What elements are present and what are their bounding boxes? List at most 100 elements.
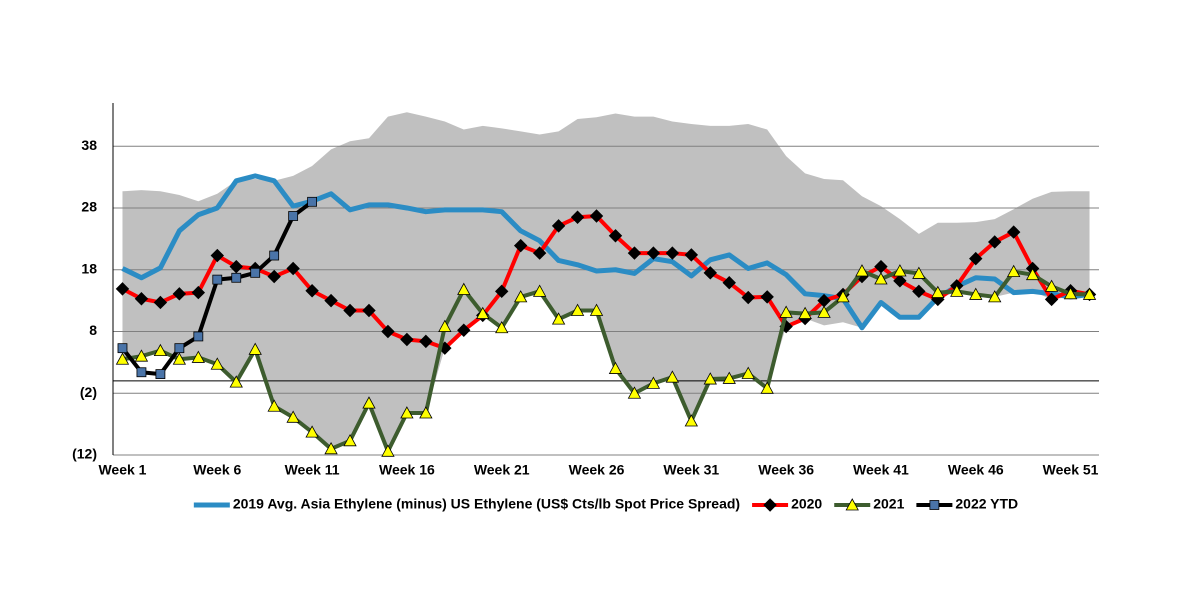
point [286, 261, 300, 276]
point [760, 290, 774, 304]
point [343, 303, 357, 318]
point [134, 292, 149, 306]
point [1082, 287, 1097, 300]
point [608, 361, 623, 374]
point [741, 366, 755, 379]
point [608, 229, 623, 243]
point [381, 444, 395, 457]
legend: 2019 Avg. Asia Ethylene (minus) US Ethyl… [193, 496, 1018, 512]
series-line [121, 214, 1090, 351]
point [779, 305, 793, 318]
x-tick-label: Week 31 [663, 462, 719, 478]
point [893, 274, 907, 288]
point [457, 323, 471, 337]
point [324, 293, 338, 308]
point [929, 500, 940, 510]
point [513, 290, 528, 303]
point [665, 370, 680, 383]
point [760, 381, 774, 394]
point [703, 266, 717, 280]
point [267, 399, 281, 412]
point [817, 305, 831, 318]
point [589, 303, 604, 316]
point [646, 376, 661, 389]
point [988, 290, 1002, 303]
point [381, 324, 395, 339]
point [988, 235, 1002, 249]
point [570, 210, 585, 224]
point [305, 425, 319, 438]
point [684, 248, 699, 262]
point [763, 498, 777, 512]
point [1044, 279, 1059, 292]
point [231, 272, 242, 283]
point [250, 267, 261, 278]
point [741, 290, 755, 305]
point [153, 295, 168, 310]
point [134, 349, 149, 362]
point [893, 264, 907, 277]
point [836, 290, 850, 303]
x-tick-label: Week 1 [98, 462, 146, 478]
point [324, 441, 338, 455]
legend-label: 2020 [791, 496, 822, 512]
range-area [122, 112, 1090, 452]
point [210, 357, 224, 370]
point [665, 246, 680, 260]
point [1044, 292, 1059, 307]
x-tick-label: Week 11 [285, 462, 340, 478]
point [513, 238, 528, 253]
point [722, 371, 736, 384]
point [532, 284, 547, 297]
point [117, 343, 128, 354]
y-tick-label: 38 [81, 137, 97, 153]
point [286, 410, 300, 423]
point [570, 303, 585, 316]
point [115, 282, 130, 296]
point [627, 246, 642, 260]
point [153, 343, 168, 357]
x-tick-label: Week 26 [569, 462, 625, 478]
point [684, 414, 699, 427]
point [874, 272, 888, 285]
point [646, 246, 661, 260]
point [248, 342, 262, 355]
point [912, 284, 926, 299]
point [362, 396, 376, 409]
point [136, 367, 147, 378]
point [288, 211, 299, 221]
point [551, 219, 566, 233]
y-tick-label: (12) [72, 446, 97, 462]
x-tick-label: Week 41 [853, 462, 909, 478]
point [1006, 264, 1021, 277]
point [172, 287, 187, 301]
y-tick-label: 8 [89, 322, 97, 338]
point [155, 369, 166, 380]
point [400, 332, 414, 347]
point [267, 269, 281, 284]
point [798, 306, 812, 319]
point [589, 209, 604, 223]
legend-label: 2019 Avg. Asia Ethylene (minus) US Ethyl… [233, 496, 740, 512]
point [551, 312, 566, 325]
point [969, 287, 983, 300]
point [419, 334, 433, 349]
x-tick-label: Week 46 [948, 462, 1004, 478]
series-line [122, 268, 1090, 454]
point [627, 386, 642, 399]
point [305, 284, 319, 298]
point [1063, 286, 1078, 300]
point [931, 285, 945, 298]
point [307, 196, 317, 207]
point [212, 274, 223, 285]
point [476, 306, 490, 319]
point [845, 498, 859, 511]
y-tick-label: 28 [81, 199, 97, 215]
point [193, 331, 204, 342]
point [495, 320, 509, 334]
x-tick-label: Week 51 [1043, 462, 1099, 478]
point [1025, 267, 1040, 281]
point [269, 250, 280, 261]
point [912, 266, 926, 279]
